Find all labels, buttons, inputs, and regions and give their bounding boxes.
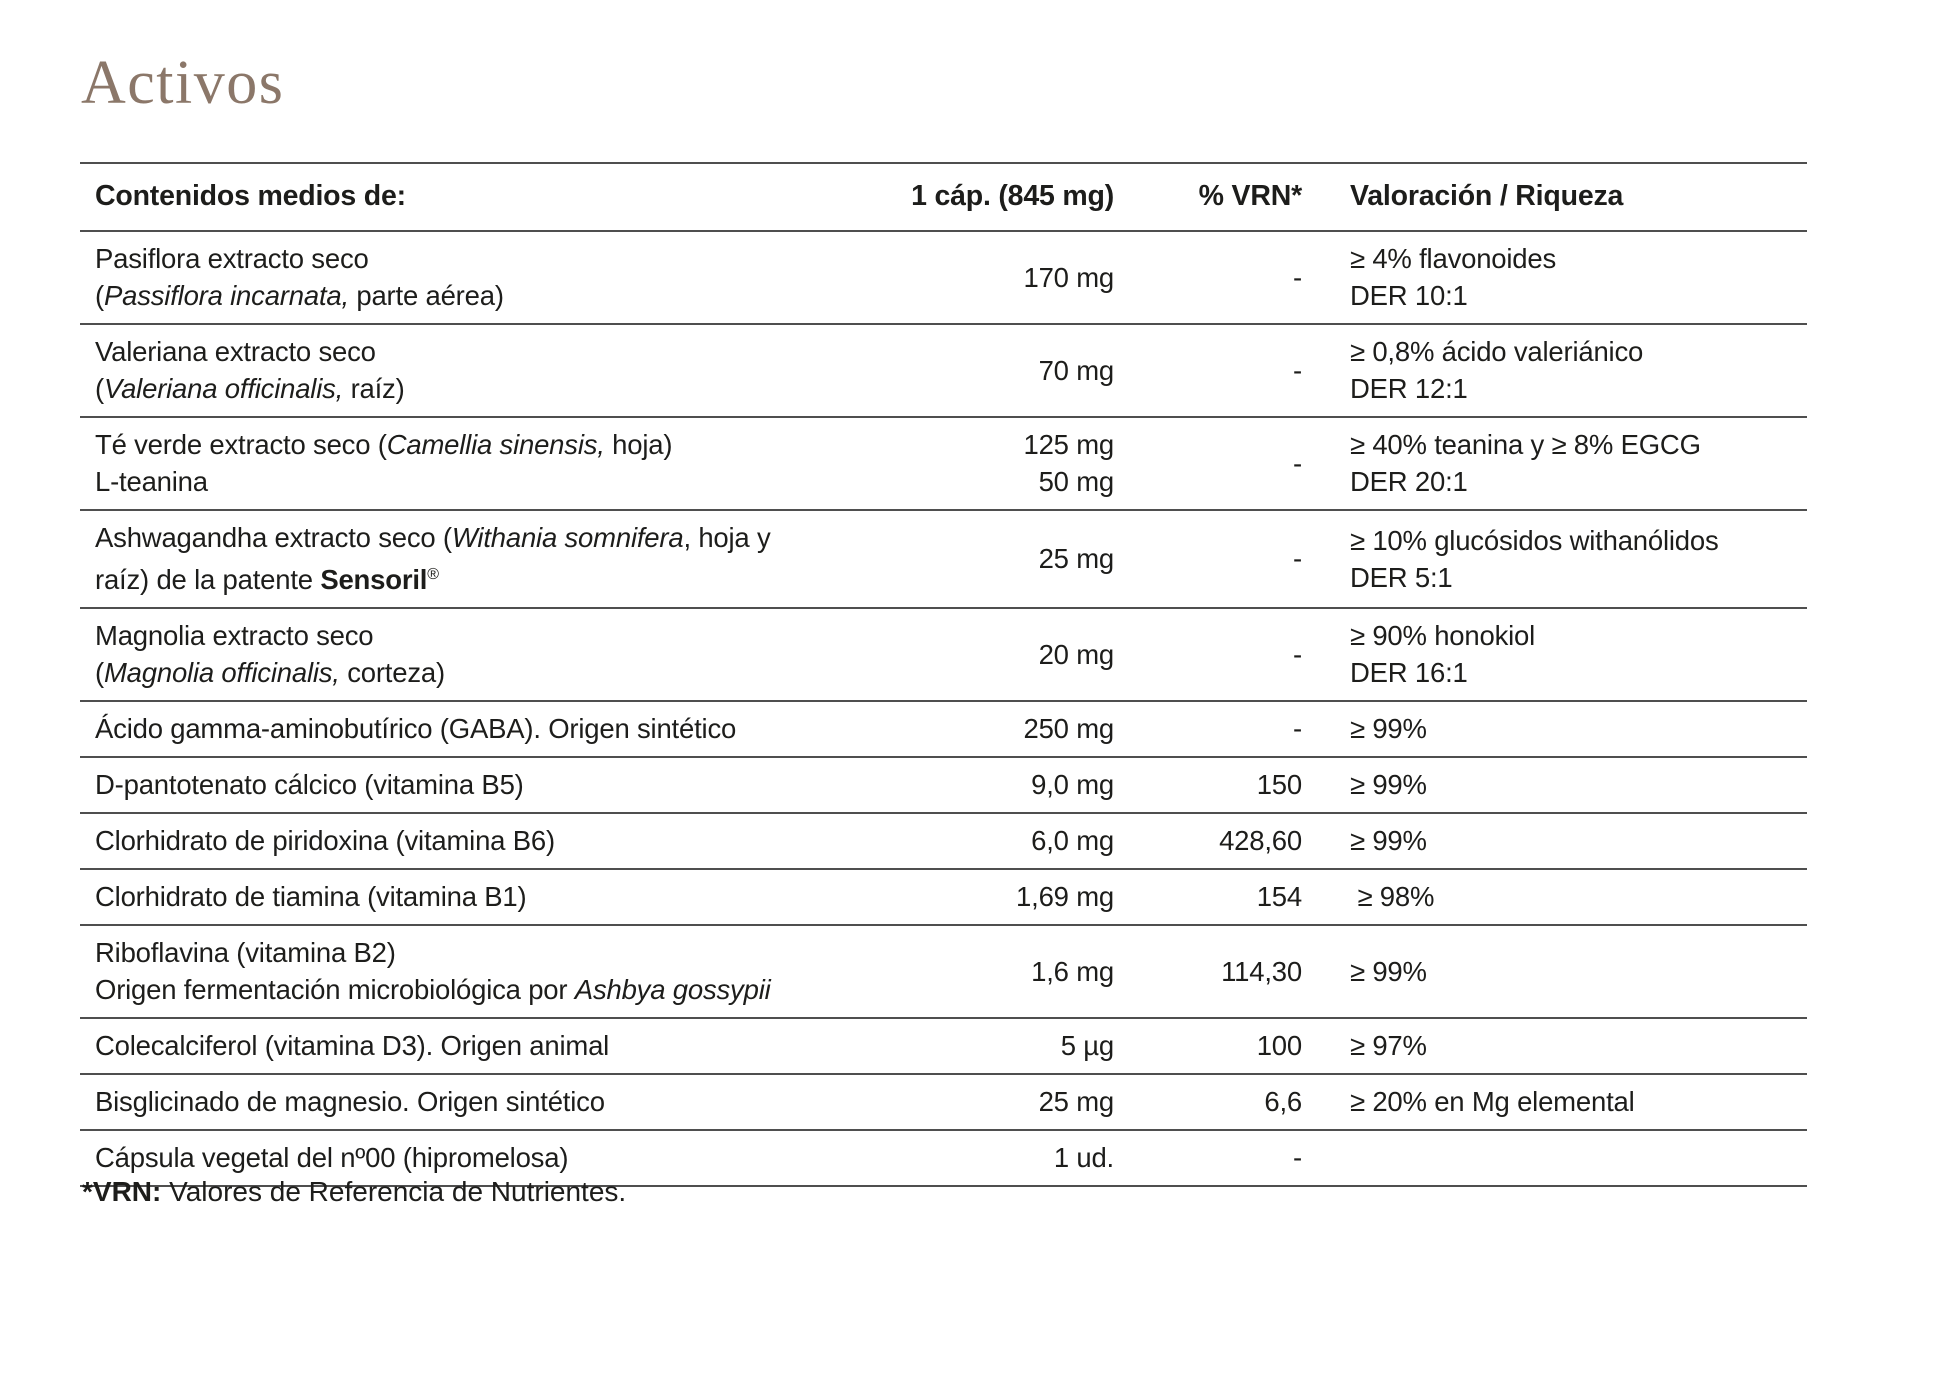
ingredient-cell: Colecalciferol (vitamina D3). Origen ani… xyxy=(80,1018,896,1076)
vrn-footnote: *VRN: Valores de Referencia de Nutriente… xyxy=(82,1174,626,1210)
vrn-footnote-label: *VRN: xyxy=(82,1176,162,1207)
table-row: Té verde extracto seco (Camellia sinensi… xyxy=(80,417,1807,511)
ingredient-cell: Riboflavina (vitamina B2) Origen fermenta… xyxy=(80,925,896,1020)
amount-cell: 250 mg xyxy=(896,701,1116,759)
vrn-cell: - xyxy=(1116,231,1306,325)
vrn-cell: 6,6 xyxy=(1116,1074,1306,1132)
valoracion-cell: ≥ 99% xyxy=(1306,701,1807,759)
valoracion-cell: ≥ 98% xyxy=(1306,869,1807,927)
amount-cell: 25 mg xyxy=(896,510,1116,610)
ingredient-cell: Té verde extracto seco (Camellia sinensi… xyxy=(80,417,896,511)
amount-cell: 170 mg xyxy=(896,231,1116,325)
table-header: Contenidos medios de: 1 cáp. (845 mg) % … xyxy=(80,163,1807,232)
vrn-cell: - xyxy=(1116,510,1306,610)
valoracion-cell: ≥ 99% xyxy=(1306,757,1807,815)
valoracion-cell xyxy=(1306,1130,1807,1188)
column-header-valoracion: Valoración / Riqueza xyxy=(1306,163,1807,232)
amount-cell: 25 mg xyxy=(896,1074,1116,1132)
amount-cell: 5 µg xyxy=(896,1018,1116,1076)
table-row: Magnolia extracto seco (Magnolia officina… xyxy=(80,608,1807,703)
valoracion-cell: ≥ 99% xyxy=(1306,813,1807,871)
valoracion-cell: ≥ 97% xyxy=(1306,1018,1807,1076)
amount-cell: 1,69 mg xyxy=(896,869,1116,927)
vrn-footnote-text: Valores de Referencia de Nutrientes. xyxy=(161,1176,627,1207)
table-row: Cápsula vegetal del nº00 (hipromelosa) 1 … xyxy=(80,1130,1807,1188)
table-row: Pasiflora extracto seco (Passiflora incar… xyxy=(80,231,1807,325)
column-header-amount: 1 cáp. (845 mg) xyxy=(896,163,1116,232)
table-row: Clorhidrato de tiamina (vitamina B1) 1,69… xyxy=(80,869,1807,927)
vrn-cell: 154 xyxy=(1116,869,1306,927)
table-row: Ashwagandha extracto seco (Withania somn… xyxy=(80,510,1807,610)
ingredient-cell: Ácido gamma-aminobutírico (GABA). Origen… xyxy=(80,701,896,759)
valoracion-cell: ≥ 4% flavonoides DER 10:1 xyxy=(1306,231,1807,325)
amount-cell: 6,0 mg xyxy=(896,813,1116,871)
vrn-cell: 150 xyxy=(1116,757,1306,815)
valoracion-cell: ≥ 0,8% ácido valeriánico DER 12:1 xyxy=(1306,324,1807,418)
ingredient-cell: Bisglicinado de magnesio. Origen sintéti… xyxy=(80,1074,896,1132)
table-row: Bisglicinado de magnesio. Origen sintéti… xyxy=(80,1074,1807,1132)
page-title: Activos xyxy=(81,49,285,117)
actives-table: Contenidos medios de: 1 cáp. (845 mg) % … xyxy=(80,162,1807,1188)
vrn-cell: - xyxy=(1116,608,1306,703)
valoracion-cell: ≥ 40% teanina y ≥ 8% EGCG DER 20:1 xyxy=(1306,417,1807,511)
ingredient-cell: Magnolia extracto seco (Magnolia officina… xyxy=(80,608,896,703)
ingredient-cell: D-pantotenato cálcico (vitamina B5) xyxy=(80,757,896,815)
table-row: D-pantotenato cálcico (vitamina B5) 9,0 m… xyxy=(80,757,1807,815)
table-row: Valeriana extracto seco (Valeriana offici… xyxy=(80,324,1807,418)
amount-cell: 70 mg xyxy=(896,324,1116,418)
amount-cell: 20 mg xyxy=(896,608,1116,703)
table-header-row: Contenidos medios de: 1 cáp. (845 mg) % … xyxy=(80,163,1807,232)
ingredient-cell: Ashwagandha extracto seco (Withania somn… xyxy=(80,510,896,610)
valoracion-cell: ≥ 20% en Mg elemental xyxy=(1306,1074,1807,1132)
vrn-cell: 100 xyxy=(1116,1018,1306,1076)
amount-cell: 9,0 mg xyxy=(896,757,1116,815)
vrn-cell: - xyxy=(1116,417,1306,511)
valoracion-cell: ≥ 10% glucósidos withanólidos DER 5:1 xyxy=(1306,510,1807,610)
table-row: Clorhidrato de piridoxina (vitamina B6) 6… xyxy=(80,813,1807,871)
column-header-vrn: % VRN* xyxy=(1116,163,1306,232)
ingredient-cell: Valeriana extracto seco (Valeriana offici… xyxy=(80,324,896,418)
table-row: Colecalciferol (vitamina D3). Origen ani… xyxy=(80,1018,1807,1076)
ingredient-cell: Clorhidrato de piridoxina (vitamina B6) xyxy=(80,813,896,871)
vrn-cell: 114,30 xyxy=(1116,925,1306,1020)
table-row: Ácido gamma-aminobutírico (GABA). Origen… xyxy=(80,701,1807,759)
ingredient-cell: Clorhidrato de tiamina (vitamina B1) xyxy=(80,869,896,927)
vrn-cell: 428,60 xyxy=(1116,813,1306,871)
valoracion-cell: ≥ 99% xyxy=(1306,925,1807,1020)
column-header-contents: Contenidos medios de: xyxy=(80,163,896,232)
amount-cell: 125 mg 50 mg xyxy=(896,417,1116,511)
vrn-cell: - xyxy=(1116,324,1306,418)
vrn-cell: - xyxy=(1116,1130,1306,1188)
amount-cell: 1 ud. xyxy=(896,1130,1116,1188)
amount-cell: 1,6 mg xyxy=(896,925,1116,1020)
vrn-cell: - xyxy=(1116,701,1306,759)
table-body: Pasiflora extracto seco (Passiflora incar… xyxy=(80,231,1807,1188)
ingredient-cell: Pasiflora extracto seco (Passiflora incar… xyxy=(80,231,896,325)
valoracion-cell: ≥ 90% honokiol DER 16:1 xyxy=(1306,608,1807,703)
ingredient-cell: Cápsula vegetal del nº00 (hipromelosa) xyxy=(80,1130,896,1188)
table-row: Riboflavina (vitamina B2) Origen fermenta… xyxy=(80,925,1807,1020)
